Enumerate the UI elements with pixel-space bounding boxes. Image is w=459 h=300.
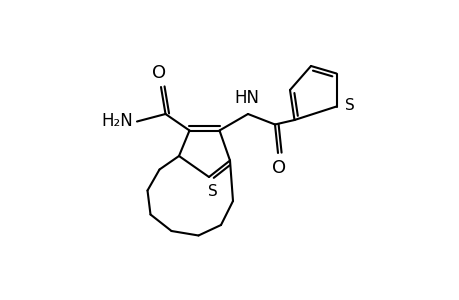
Text: HN: HN [234,89,258,107]
Text: O: O [151,64,165,82]
Text: H₂N: H₂N [101,112,133,130]
Text: S: S [344,98,354,112]
Text: S: S [207,184,217,200]
Text: O: O [272,159,286,177]
